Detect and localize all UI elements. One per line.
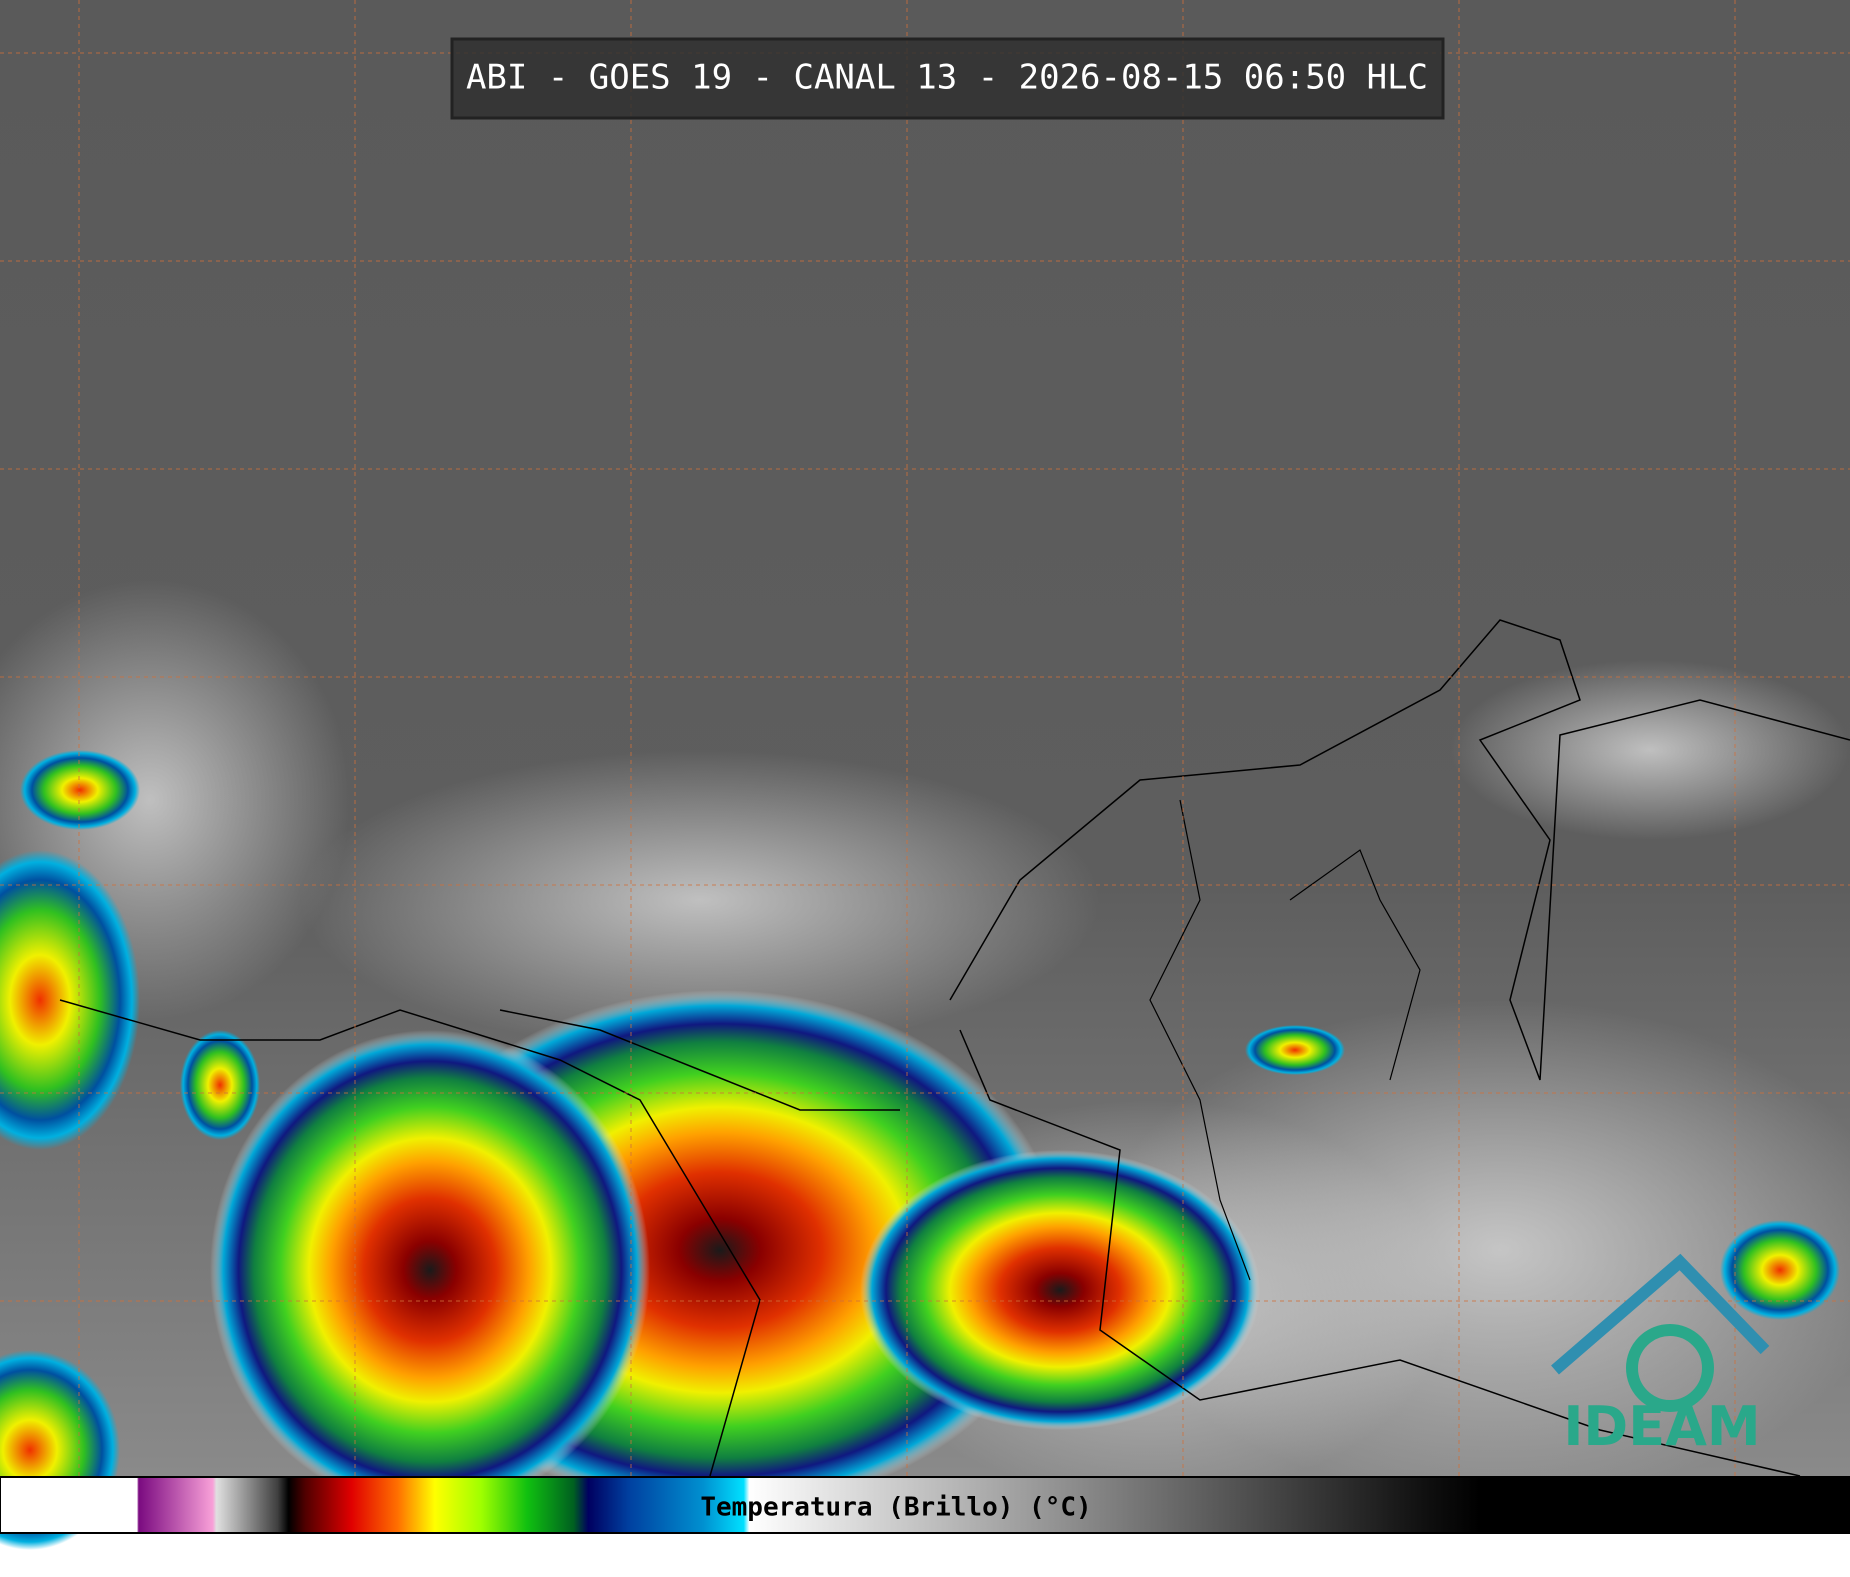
logo-text: IDEAM xyxy=(1563,1395,1760,1458)
colorbar: Temperatura (Brillo) (°C) xyxy=(0,1476,1850,1534)
colorbar-label: Temperatura (Brillo) (°C) xyxy=(700,1493,1091,1523)
title: ABI - GOES 19 - CANAL 13 - 2026-08-15 06… xyxy=(466,58,1428,98)
lat-lon-grid xyxy=(0,0,1850,1476)
logo: IDEAM xyxy=(1551,1253,1770,1458)
title-box: ABI - GOES 19 - CANAL 13 - 2026-08-15 06… xyxy=(450,37,1445,120)
